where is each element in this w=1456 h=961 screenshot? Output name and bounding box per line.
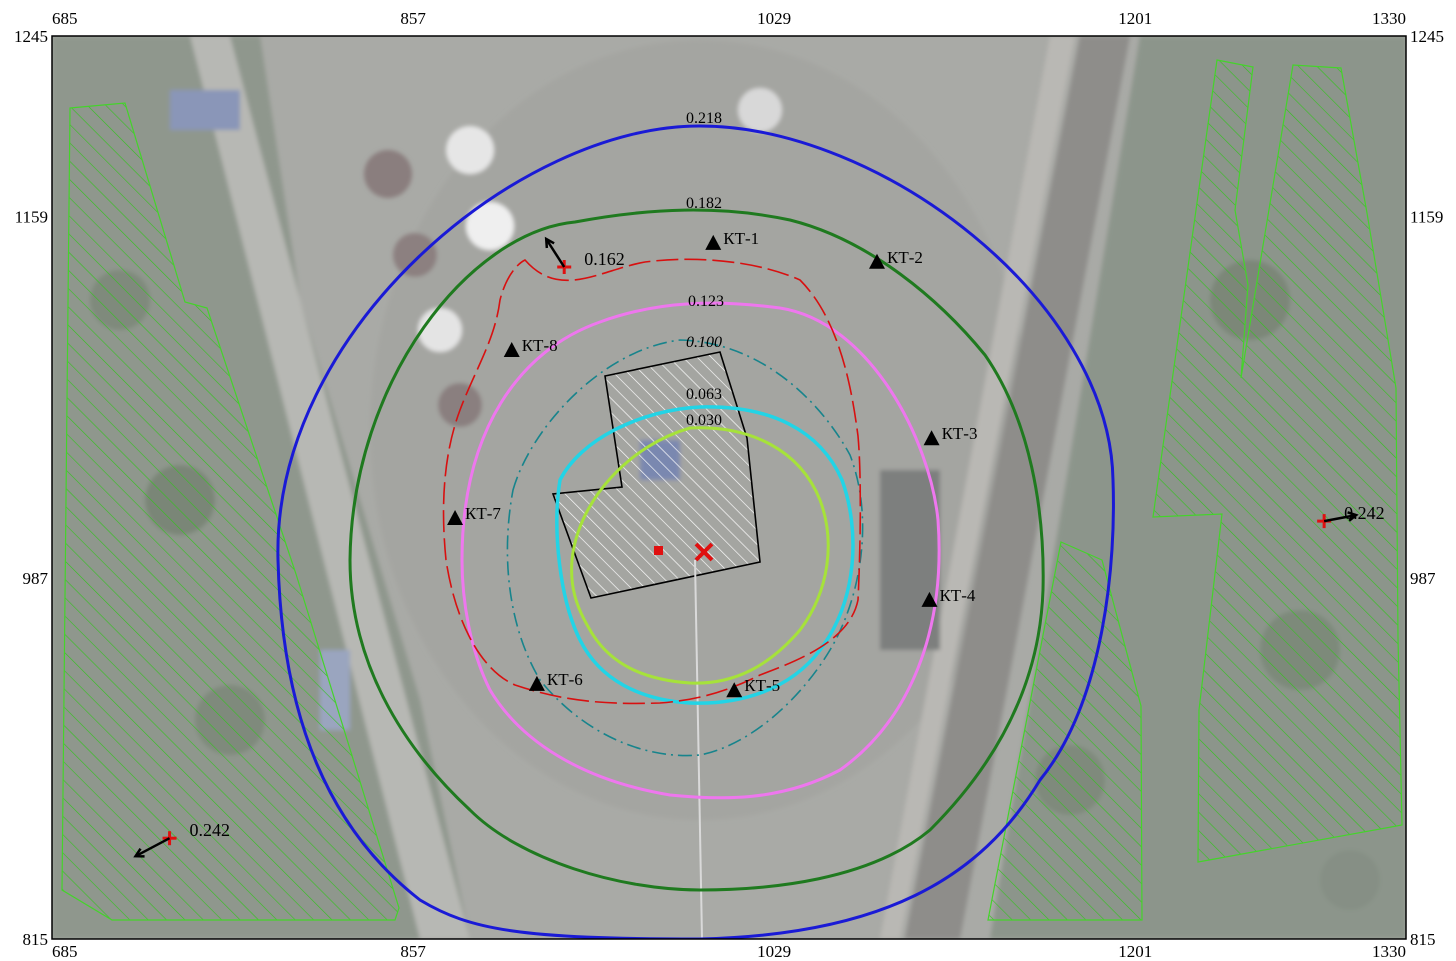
contour-label: 0.218 — [686, 110, 722, 127]
contour-0030 — [570, 426, 830, 685]
control-point-label: КТ-4 — [939, 586, 975, 605]
residential-zone-right — [1152, 59, 1403, 863]
wind-arrow — [545, 238, 566, 268]
residential-zone-left — [61, 102, 400, 921]
control-point-label: КТ-2 — [887, 248, 923, 267]
contour-label: 0.182 — [686, 195, 722, 212]
control-points: КТ-1 КТ-2 КТ-3 КТ-4 КТ-5 КТ-6 КТ-7 КТ-8 — [447, 229, 978, 698]
y-tick-label-right: 815 — [1410, 930, 1436, 949]
control-point-marker — [705, 234, 722, 250]
control-point-marker — [447, 510, 464, 525]
y-tick-label-right: 987 — [1410, 569, 1436, 588]
y-tick-label-left: 1159 — [15, 208, 48, 227]
max-point: 0.162 — [544, 236, 625, 274]
control-point-marker — [868, 253, 885, 269]
industrial-site-polygon — [551, 351, 761, 599]
contour-label: 0.030 — [686, 412, 722, 429]
contour-0182 — [348, 208, 1045, 892]
contour-label: 0.123 — [688, 293, 724, 310]
x-tick-label-top: 1029 — [757, 9, 791, 28]
wind-arrow — [134, 837, 171, 858]
contour-0063 — [555, 405, 855, 705]
contour-labels: 0.218 0.182 0.123 0.100 0.063 0.030 — [686, 110, 724, 429]
residential-zone-center-right — [987, 541, 1143, 921]
contour-lines — [276, 124, 1115, 939]
wind-arrow — [1323, 513, 1357, 523]
control-point-label: КТ-5 — [744, 676, 780, 695]
control-point-marker — [921, 591, 938, 607]
control-point-marker — [726, 682, 743, 698]
y-tick-label-left: 815 — [23, 930, 49, 949]
contour-label: 0.063 — [686, 386, 722, 403]
y-tick-label-left: 1245 — [14, 27, 48, 46]
control-point-marker — [528, 675, 545, 691]
x-tick-label-bottom: 685 — [52, 942, 78, 961]
max-point-label: 0.242 — [190, 820, 231, 840]
control-point-marker — [923, 430, 940, 446]
site-road — [694, 559, 703, 939]
max-point: 0.242 — [133, 820, 231, 858]
contour-0100 — [506, 339, 864, 757]
control-point-label: КТ-1 — [723, 229, 759, 248]
control-point-marker — [503, 342, 520, 357]
contour-0123 — [460, 301, 941, 800]
x-tick-label-top: 857 — [400, 9, 426, 28]
x-tick-label-top: 1201 — [1118, 9, 1152, 28]
y-tick-label-left: 987 — [23, 569, 49, 588]
sanitary-zone-boundary — [442, 258, 862, 705]
maximum-points: 0.162 0.242 0.242 — [133, 236, 1385, 858]
x-tick-label-bottom: 1029 — [757, 942, 791, 961]
contour-label: 0.100 — [686, 334, 722, 351]
control-point-label: КТ-6 — [547, 670, 583, 689]
max-point-label: 0.242 — [1344, 503, 1385, 523]
point-source-marker — [654, 546, 663, 555]
x-tick-label-bottom: 1201 — [1118, 942, 1152, 961]
x-tick-label-top: 1330 — [1372, 9, 1406, 28]
max-point: 0.242 — [1317, 503, 1385, 529]
x-tick-label-bottom: 1330 — [1372, 942, 1406, 961]
max-point-label: 0.162 — [584, 249, 625, 269]
x-tick-label-bottom: 857 — [400, 942, 426, 961]
map-frame — [51, 35, 1407, 940]
main-source-cross — [694, 542, 714, 562]
residential-zones — [61, 59, 1403, 921]
x-tick-label-top: 685 — [52, 9, 78, 28]
control-point-label: КТ-8 — [522, 336, 558, 355]
y-tick-label-right: 1159 — [1410, 208, 1443, 227]
contour-0218 — [276, 124, 1115, 939]
control-point-label: КТ-7 — [465, 504, 501, 523]
y-tick-label-right: 1245 — [1410, 27, 1444, 46]
emission-sources — [654, 542, 714, 562]
control-point-label: КТ-3 — [942, 424, 978, 443]
aerial-background: 0.218 0.182 0.123 0.100 0.063 0.030 КТ-1… — [52, 36, 1406, 939]
axis-ticks: 6856858578571029102912011201133013301245… — [14, 9, 1444, 961]
